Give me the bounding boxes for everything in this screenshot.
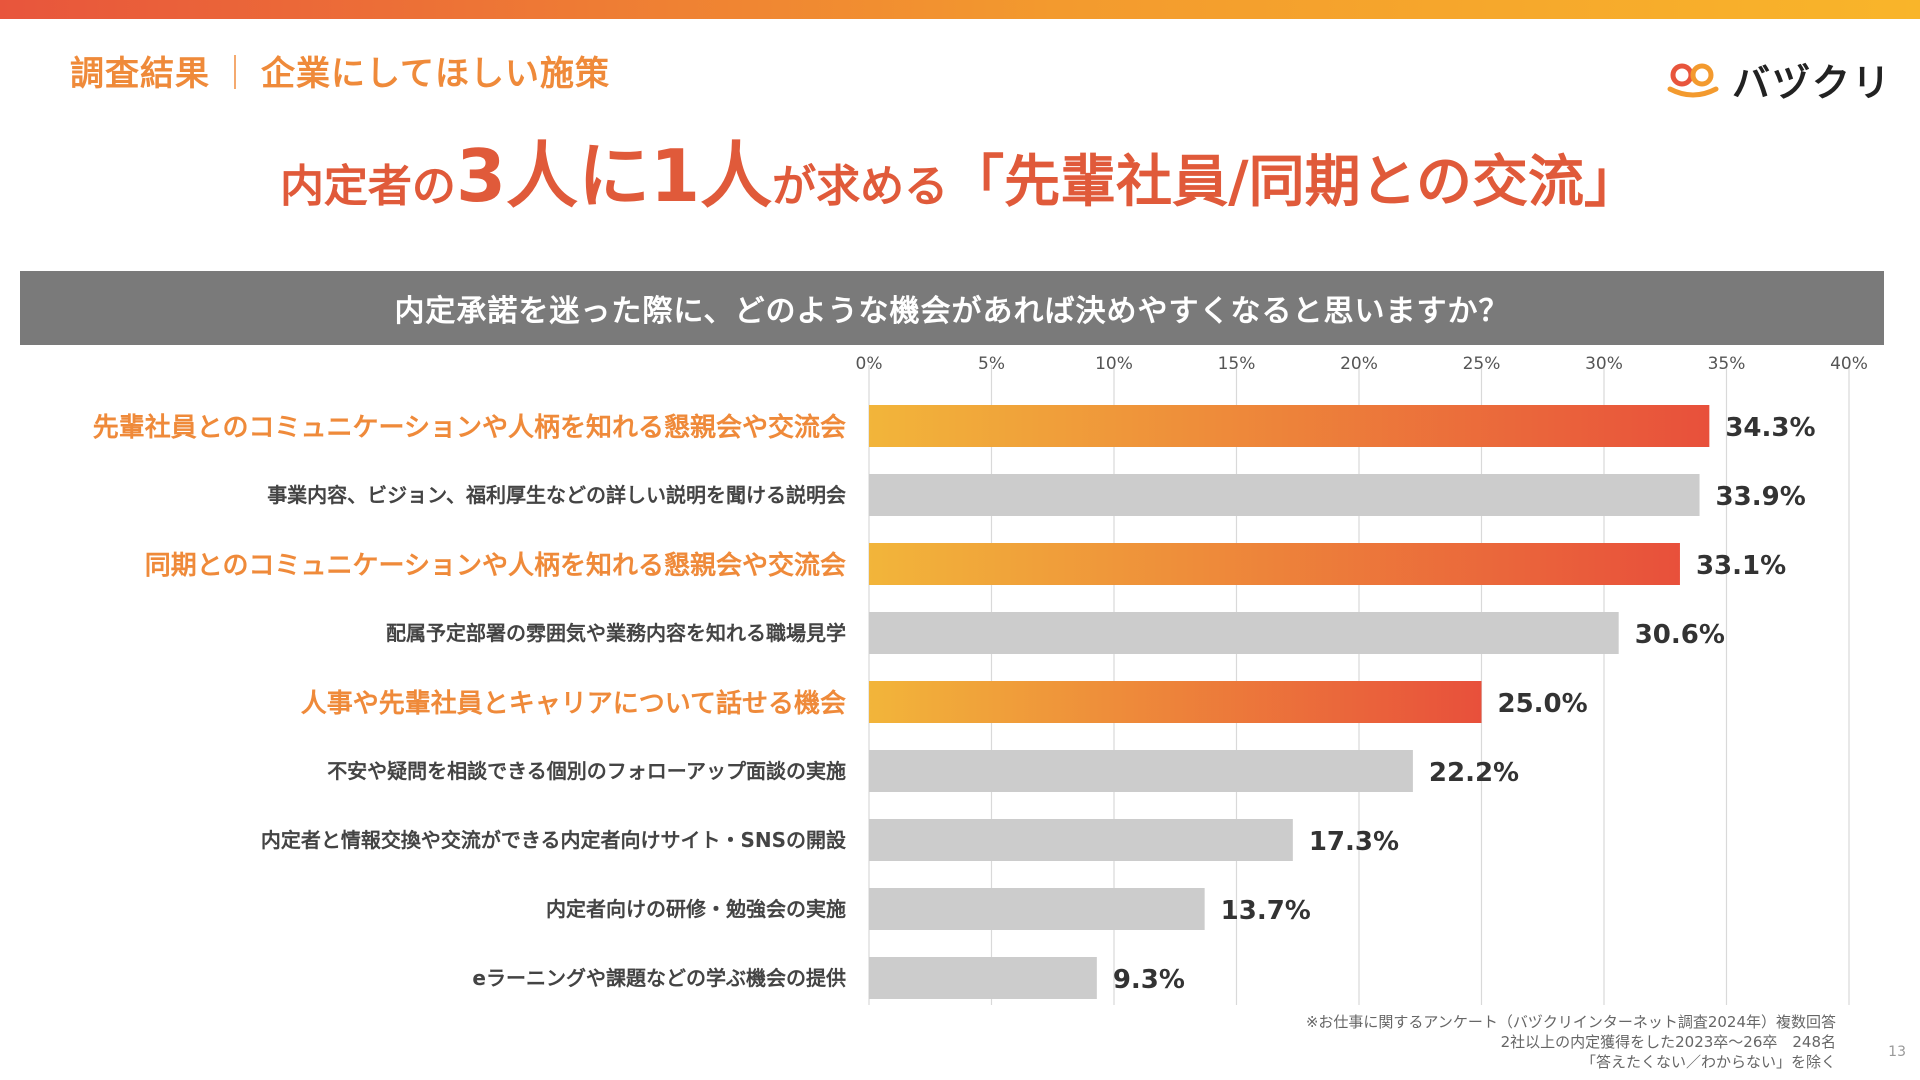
category-label: 人事や先輩社員とキャリアについて話せる機会 [301,688,846,719]
bar [869,957,1097,999]
brand-mark-icon [1667,63,1719,98]
value-label: 22.2% [1429,758,1519,788]
question-text: 内定承諾を迷った際に、どのような機会があれば決めやすくなると思いますか？ [394,294,1510,329]
top-gradient-bar [0,0,1920,19]
value-label: 13.7% [1221,896,1311,926]
bar-highlighted [869,405,1710,447]
x-tick-label: 25% [1463,354,1501,374]
footnote: ※お仕事に関するアンケート（バヅクリインターネット調査2024年）複数回答 2社… [1306,1012,1836,1072]
question-banner: 内定承諾を迷った際に、どのような機会があれば決めやすくなると思いますか？ [20,271,1884,345]
bar-highlighted [869,543,1680,585]
x-tick-label: 40% [1830,354,1868,374]
x-tick-label: 10% [1095,354,1133,374]
section-topic: 企業にしてほしい施策 [261,54,610,94]
bar-highlighted [869,681,1482,723]
bar-chart: 0% 5% 10% 15% 20% 25% 30% 35% 40% 先輩社員とのコミュニケーショ… [93,354,1868,1005]
category-label: 内定者向けの研修・勉強会の実施 [546,897,846,921]
x-tick-label: 20% [1340,354,1378,374]
section-label: 調査結果｜企業にしてほしい施策 [70,46,610,95]
page-number: 13 [1888,1044,1906,1060]
headline-part-1: 内定者の [279,161,456,212]
brand-logo: バヅクリ [1664,56,1892,105]
value-label: 33.1% [1696,551,1786,581]
value-label: 33.9% [1716,482,1806,512]
x-tick-label: 30% [1585,354,1623,374]
headline-quote: 「先輩社員/同期との交流」 [948,150,1641,215]
footnote-line-1: ※お仕事に関するアンケート（バヅクリインターネット調査2024年）複数回答 [1305,1013,1836,1031]
x-tick-label: 5% [978,354,1005,374]
category-label: eラーニングや課題などの学ぶ機会の提供 [472,966,846,990]
value-label: 9.3% [1113,965,1185,995]
headline: 内定者の3人に1人が求める「先輩社員/同期との交流」 [0,140,1920,212]
value-label: 34.3% [1725,413,1815,443]
value-label: 25.0% [1498,689,1588,719]
category-label: 配属予定部署の雰囲気や業務内容を知れる職場見学 [386,621,846,645]
category-label: 不安や疑問を相談できる個別のフォローアップ面談の実施 [327,759,846,783]
bar [869,819,1293,861]
category-label: 先輩社員とのコミュニケーションや人柄を知れる懇親会や交流会 [93,412,846,443]
bar [869,612,1619,654]
value-label: 30.6% [1635,620,1725,650]
section-name: 調査結果 [70,54,210,94]
category-label: 同期とのコミュニケーションや人柄を知れる懇親会や交流会 [145,550,846,581]
bar [869,750,1413,792]
footnote-line-3: 「答えたくない／わからない」を除く [1580,1053,1836,1071]
headline-emphasis: 3人に1人 [455,134,773,218]
footnote-line-2: 2社以上の内定獲得をした2023卒〜26卒 248名 [1500,1033,1836,1051]
logo-text: バヅクリ [1731,60,1892,105]
x-tick-label: 15% [1218,354,1256,374]
x-tick-label: 35% [1708,354,1746,374]
headline-part-3: が求める [772,161,949,212]
category-label: 事業内容、ビジョン、福利厚生などの詳しい説明を聞ける説明会 [267,483,846,507]
value-label: 17.3% [1309,827,1399,857]
bar [869,474,1700,516]
category-label: 内定者と情報交換や交流ができる内定者向けサイト・SNSの開設 [261,828,847,852]
bar [869,888,1205,930]
x-tick-label: 0% [856,354,883,374]
section-separator: ｜ [218,54,253,94]
